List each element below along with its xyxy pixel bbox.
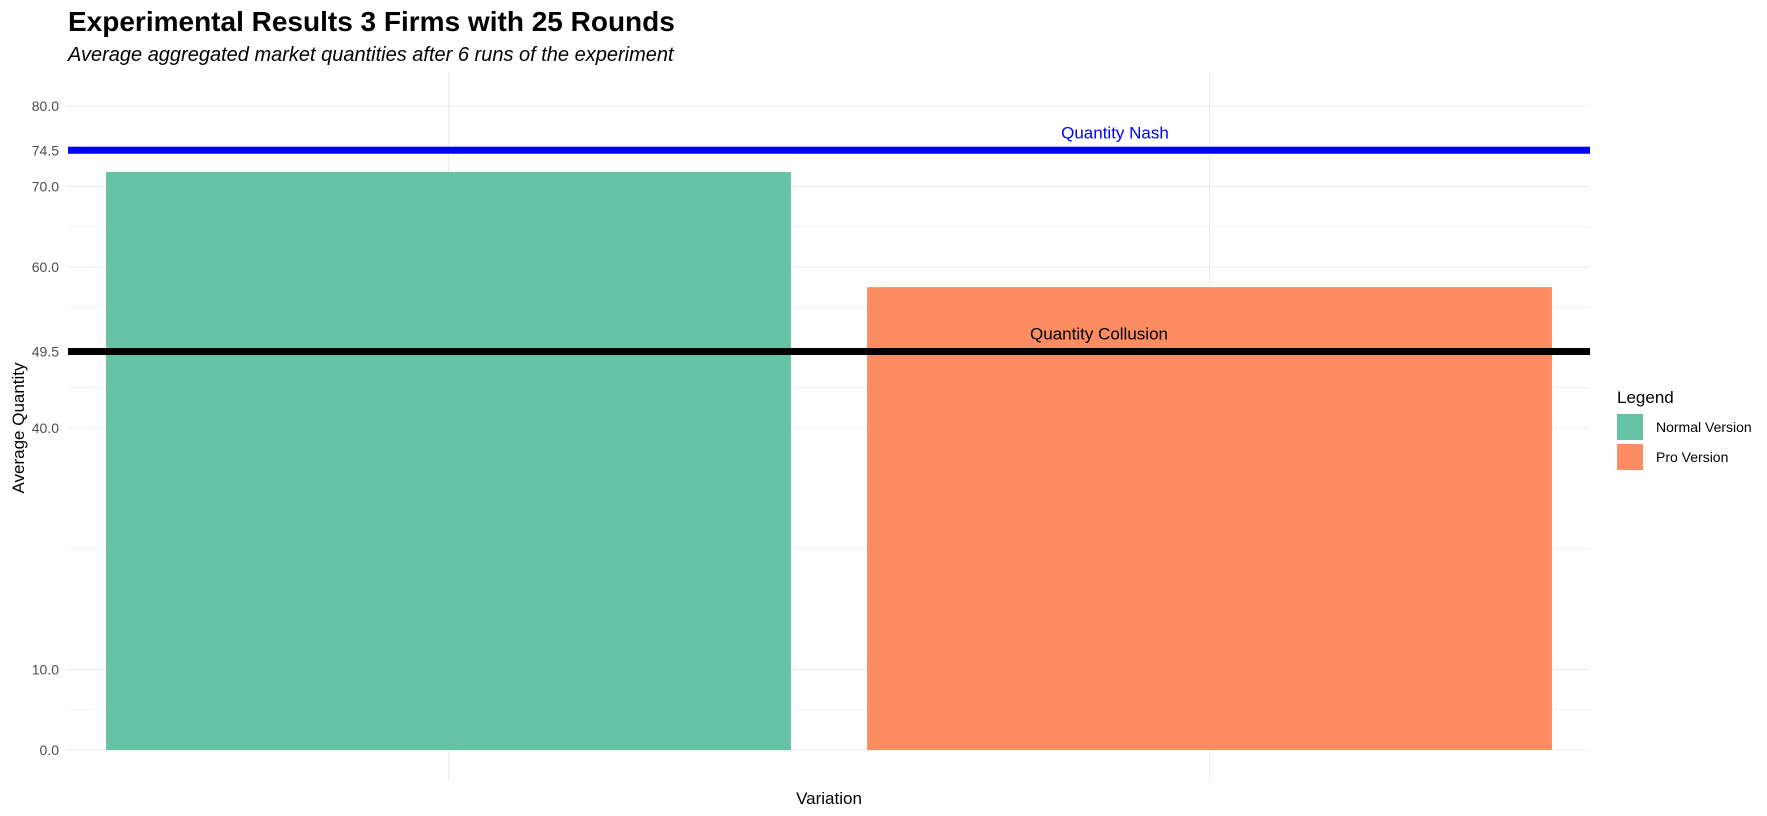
legend-swatch-1: [1617, 414, 1643, 440]
x-axis-title: Variation: [796, 789, 862, 808]
y-tick-label: 40.0: [32, 420, 59, 436]
y-tick-label: 10.0: [32, 662, 59, 678]
y-axis-title: Average Quantity: [9, 362, 28, 494]
bar-2: [867, 287, 1552, 750]
bars: [106, 172, 1552, 750]
y-tick-label: 74.5: [32, 142, 59, 158]
reference-line-label-1: Quantity Nash: [1061, 123, 1169, 142]
legend: Legend Normal Version Pro Version: [1617, 388, 1752, 470]
y-tick-label: 60.0: [32, 259, 59, 275]
legend-label-1: Normal Version: [1656, 419, 1752, 435]
chart-title: Experimental Results 3 Firms with 25 Rou…: [68, 6, 675, 37]
y-tick-label: 80.0: [32, 98, 59, 114]
bar-1: [106, 172, 791, 750]
reference-line-label-2: Quantity Collusion: [1030, 325, 1168, 344]
legend-title: Legend: [1617, 388, 1674, 407]
y-tick-label: 49.5: [32, 344, 59, 360]
reference-lines: Quantity Nash Quantity Collusion: [68, 123, 1590, 356]
chart-subtitle: Average aggregated market quantities aft…: [67, 44, 675, 66]
legend-label-2: Pro Version: [1656, 449, 1728, 465]
legend-swatch-2: [1617, 444, 1643, 470]
y-axis-ticks: 0.0 10.0 40.0 49.5 60.0 70.0 74.5 80.0: [32, 98, 59, 758]
y-tick-label: 70.0: [32, 179, 59, 195]
y-tick-label: 0.0: [40, 742, 60, 758]
